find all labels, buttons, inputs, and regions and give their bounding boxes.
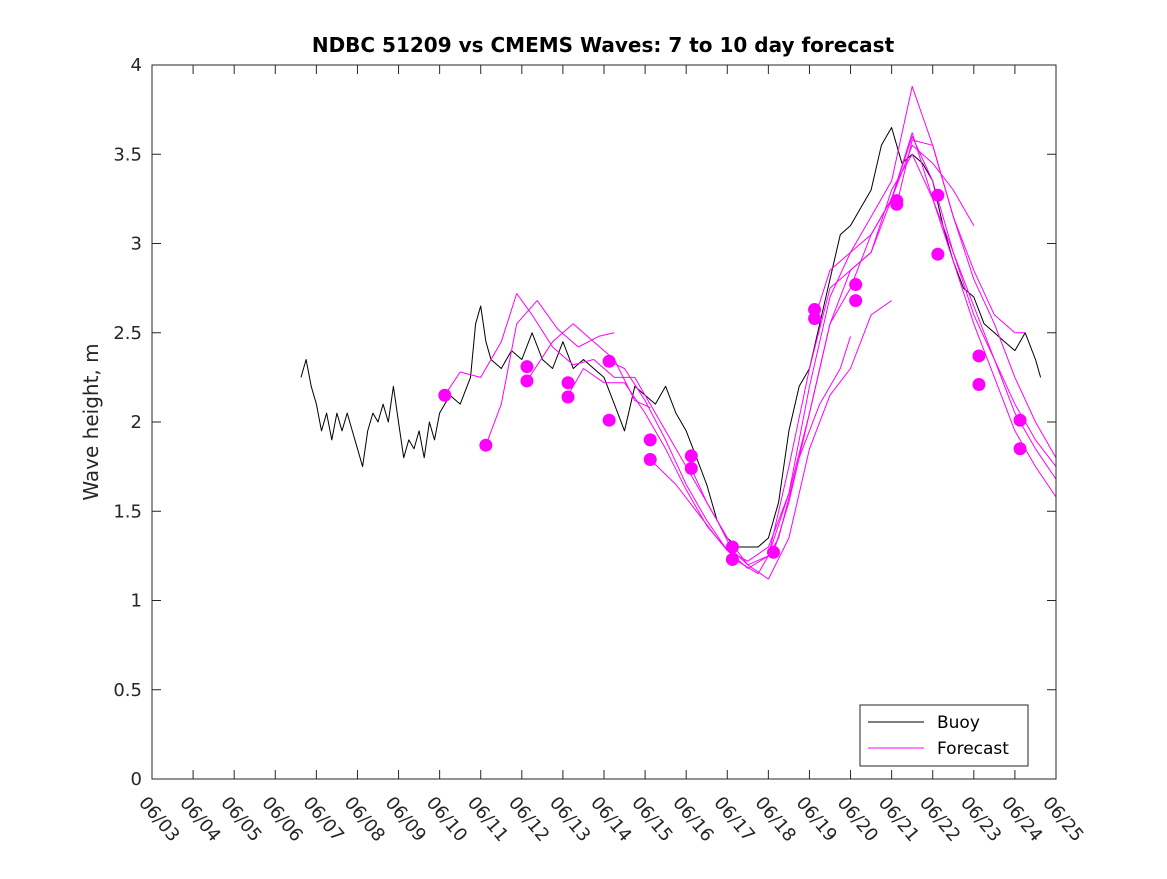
forecast-start-marker <box>684 461 698 475</box>
forecast-start-marker <box>972 378 986 392</box>
y-tick-label: 0.5 <box>113 680 142 701</box>
forecast-series-line <box>690 300 892 580</box>
y-axis-label: Wave height, m <box>79 343 103 500</box>
y-tick-label: 1 <box>131 591 142 612</box>
forecast-start-marker <box>808 303 822 317</box>
legend-label-buoy: Buoy <box>937 713 980 733</box>
y-tick-label: 0 <box>131 769 142 790</box>
forecast-start-marker <box>767 545 780 559</box>
forecast-series-line <box>649 336 851 575</box>
forecast-start-marker <box>725 540 739 554</box>
legend: Buoy Forecast <box>859 704 1029 767</box>
forecast-start-marker <box>561 390 575 404</box>
forecast-start-marker <box>849 294 863 308</box>
forecast-series-line <box>567 132 1056 569</box>
forecast-start-marker <box>931 188 945 202</box>
legend-label-forecast: Forecast <box>937 739 1009 759</box>
forecast-start-marker <box>1013 442 1027 456</box>
forecast-start-marker <box>1013 413 1027 427</box>
forecast-start-marker <box>972 349 986 363</box>
series-group <box>300 85 1056 580</box>
forecast-series-line <box>896 139 1026 334</box>
forecast-start-marker <box>520 374 534 388</box>
plot-area <box>300 85 1056 580</box>
forecast-start-marker <box>725 552 739 566</box>
y-tick-label: 3 <box>131 234 142 255</box>
forecast-start-marker <box>643 452 657 466</box>
forecast-start-marker <box>890 197 904 211</box>
forecast-series-line <box>773 144 975 553</box>
y-tick-label: 2 <box>131 412 142 433</box>
forecast-start-marker <box>438 388 452 402</box>
forecast-start-marker <box>561 376 575 390</box>
buoy-series-line <box>300 127 1042 548</box>
forecast-start-marker <box>602 413 616 427</box>
forecast-start-marker <box>643 433 657 447</box>
forecast-series-line <box>526 323 651 409</box>
forecast-start-marker <box>931 247 945 261</box>
y-tick-label: 3.5 <box>113 144 142 165</box>
forecast-start-marker <box>849 278 863 292</box>
y-tick-label: 2.5 <box>113 323 142 344</box>
y-tick-label: 4 <box>131 55 142 76</box>
forecast-series-line <box>485 300 615 446</box>
legend-box <box>859 704 1029 767</box>
forecast-start-marker <box>602 354 616 368</box>
forecast-start-marker <box>684 449 698 463</box>
forecast-start-marker <box>479 438 493 452</box>
forecast-start-marker <box>808 311 822 325</box>
y-tick-label: 1.5 <box>113 501 142 522</box>
chart-title: NDBC 51209 vs CMEMS Waves: 7 to 10 day f… <box>312 33 895 57</box>
forecast-start-marker <box>520 360 534 374</box>
